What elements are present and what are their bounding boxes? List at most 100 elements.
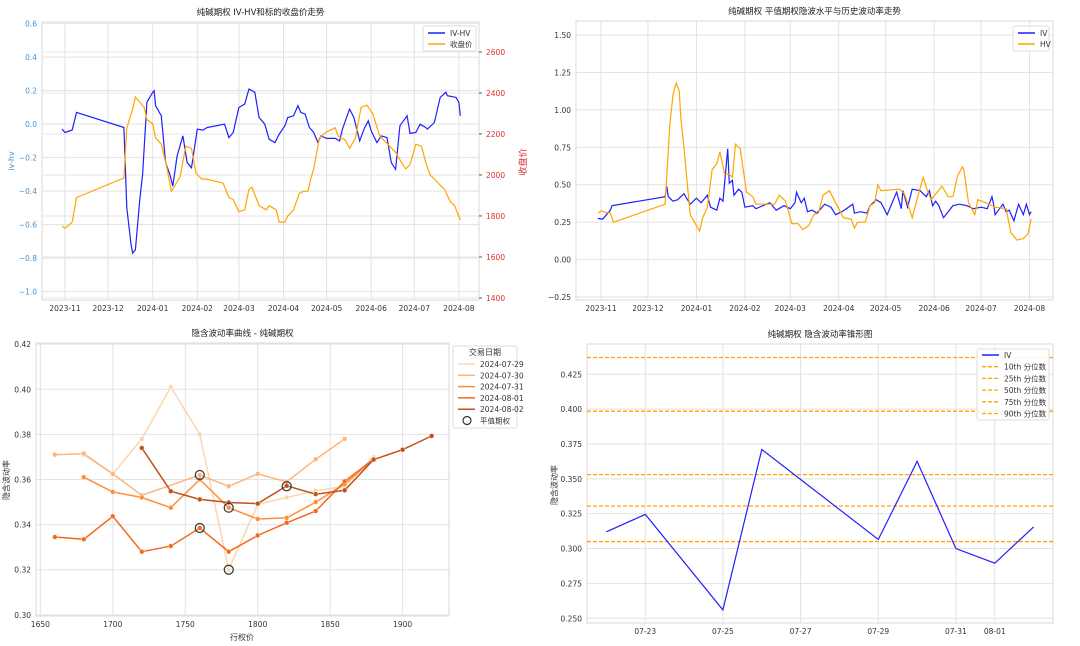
x-tick-label: 2024-03	[775, 304, 807, 313]
series-line-0	[606, 448, 1035, 612]
legend-label: 2024-08-02	[480, 405, 524, 414]
data-point-marker	[139, 445, 145, 451]
y-tick-label: 0.2	[25, 87, 37, 96]
data-point-marker	[81, 450, 87, 457]
y-tick-label: 0.50	[554, 181, 571, 190]
atm-marker	[223, 564, 234, 575]
data-point-marker	[313, 456, 319, 462]
legend-label: 25th 分位数	[1004, 373, 1047, 383]
data-point-marker	[284, 494, 290, 501]
chart-panel-2: 1650 1700 1750 1800 1850 1900 0.42 0.40 0.38 0.36…	[1, 328, 524, 642]
x-tick-label: 07-31	[945, 627, 967, 636]
x-tick-label: 2024-04	[268, 304, 300, 313]
legend-label: 收盘价	[450, 39, 473, 49]
x-tick-label: 1800	[248, 620, 267, 629]
legend-label: 平值期权	[480, 416, 510, 426]
legend-label: 10th 分位数	[1004, 362, 1047, 372]
x-tick-label: 2023-11	[49, 304, 81, 313]
x-tick-label: 2024-06	[356, 304, 388, 313]
x-tick-label: 08-01	[984, 627, 1006, 636]
chart-title: 纯碱期权 IV-HV和标的收盘价走势	[197, 7, 325, 18]
y-tick-label: 0.325	[561, 510, 583, 519]
legend-label: IV-HV	[450, 29, 471, 38]
series-line-1	[54, 438, 346, 497]
x-tick-label: 2024-08	[443, 304, 475, 313]
legend-label: 50th 分位数	[1004, 385, 1047, 395]
y-axis-label: 隐含波动率	[1, 460, 11, 500]
y-tick-label: −0.6	[19, 221, 37, 230]
data-point-marker	[313, 499, 319, 505]
legend-label: IV	[1004, 351, 1012, 360]
data-point-marker	[81, 536, 87, 542]
data-point-marker	[400, 447, 406, 453]
data-point-marker	[81, 474, 87, 480]
legend-atm-marker	[462, 415, 472, 426]
x-tick-label: 2024-02	[729, 304, 761, 313]
y-tick-label: 0.4	[25, 53, 37, 62]
data-point-marker	[139, 494, 145, 501]
legend-label: 2024-08-01	[480, 394, 524, 403]
chart-title: 纯碱期权 平值期权隐波水平与历史波动率走势	[728, 6, 901, 17]
data-point-marker	[284, 520, 290, 526]
y-tick-label: 0.34	[14, 521, 31, 530]
data-point-marker	[255, 532, 261, 539]
y-tick-label: 0.275	[561, 579, 583, 588]
legend-title: 交易日期	[469, 347, 501, 357]
y-axis-label: 隐含波动率	[549, 465, 559, 505]
data-point-marker	[226, 499, 232, 506]
chart-title: 隐含波动率曲线 - 纯碱期权	[192, 328, 294, 339]
y-tick-label: 0.30	[14, 611, 31, 620]
atm-marker	[194, 522, 205, 534]
y2-tick-label: 1400	[486, 294, 505, 303]
y-tick-label: 0.350	[561, 475, 583, 484]
data-point-marker	[284, 483, 290, 489]
x-tick-label: 1900	[393, 620, 412, 629]
y2-tick-label: 1600	[486, 253, 505, 262]
y2-tick-label: 1800	[486, 212, 505, 221]
data-point-marker	[342, 478, 348, 484]
plot-area	[575, 20, 1054, 301]
y-tick-label: 0.38	[14, 430, 31, 439]
data-point-marker	[168, 543, 174, 549]
chart-title: 纯碱期权 隐含波动率锥形图	[768, 329, 873, 340]
series-line-1	[597, 81, 1032, 241]
legend-label: 2024-07-30	[480, 371, 524, 380]
x-tick-label: 2024-05	[311, 304, 343, 313]
legend-label: HV	[1040, 40, 1052, 49]
x-tick-label: 2024-01	[137, 304, 169, 313]
data-point-marker	[429, 433, 435, 439]
data-point-marker	[197, 525, 203, 531]
y-tick-label: −0.8	[19, 254, 37, 263]
series-line-3	[54, 458, 375, 553]
x-tick-label: 1850	[321, 620, 340, 629]
data-point-marker	[168, 488, 174, 494]
y-tick-label: −0.4	[19, 187, 37, 196]
x-tick-label: 07-27	[790, 627, 812, 636]
chart-panel-0: 2023-11 2023-12 2024-01 2024-02 2024-03 2024-…	[7, 7, 529, 313]
legend-label: IV	[1040, 29, 1048, 38]
data-point-marker	[52, 452, 58, 458]
y-tick-label: 0.36	[14, 476, 31, 485]
y-tick-label: −0.25	[548, 293, 571, 302]
series-line-0	[61, 88, 461, 255]
y-tick-label: 0.25	[554, 218, 571, 227]
legend-label: 75th 分位数	[1004, 397, 1047, 407]
plot-area	[41, 21, 480, 301]
data-point-marker	[197, 472, 203, 478]
data-point-marker	[110, 471, 116, 477]
x-tick-label: 2023-11	[585, 304, 617, 313]
series-line-0	[597, 148, 1032, 223]
y-tick-label: 0.0	[25, 120, 37, 129]
y-tick-label: 1.25	[554, 68, 571, 77]
x-tick-label: 1650	[31, 620, 50, 629]
data-point-marker	[168, 384, 174, 390]
series-line-1	[61, 95, 461, 229]
data-point-marker	[255, 516, 261, 522]
y2-tick-label: 2000	[486, 171, 505, 180]
data-point-marker	[226, 505, 232, 511]
data-point-marker	[342, 487, 348, 493]
y-tick-label: 0.425	[561, 370, 583, 379]
x-tick-label: 2024-04	[823, 304, 855, 313]
data-point-marker	[313, 508, 319, 514]
x-tick-label: 07-23	[634, 627, 656, 636]
